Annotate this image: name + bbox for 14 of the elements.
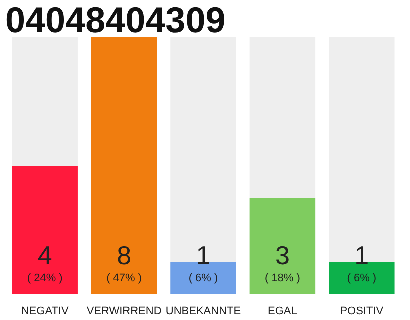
x-tick-label: EGAL xyxy=(268,306,298,318)
x-tick-label: VERWIRREND xyxy=(86,306,162,318)
data-label: 3 xyxy=(275,240,290,270)
x-tick-label: POSITIV xyxy=(340,306,384,318)
x-tick-label: UNBEKANNTE xyxy=(166,306,242,318)
x-tick-label: NEGATIV xyxy=(21,306,70,318)
data-label: 4 xyxy=(38,240,52,270)
annotation: ( 47% ) xyxy=(106,272,142,284)
annotation: ( 6% ) xyxy=(347,272,377,284)
chart-title: 04048404309 xyxy=(6,0,226,40)
annotation: ( 18% ) xyxy=(264,272,300,284)
data-label: 8 xyxy=(117,240,132,270)
annotation: ( 6% ) xyxy=(188,272,218,284)
annotation: ( 24% ) xyxy=(27,272,63,284)
